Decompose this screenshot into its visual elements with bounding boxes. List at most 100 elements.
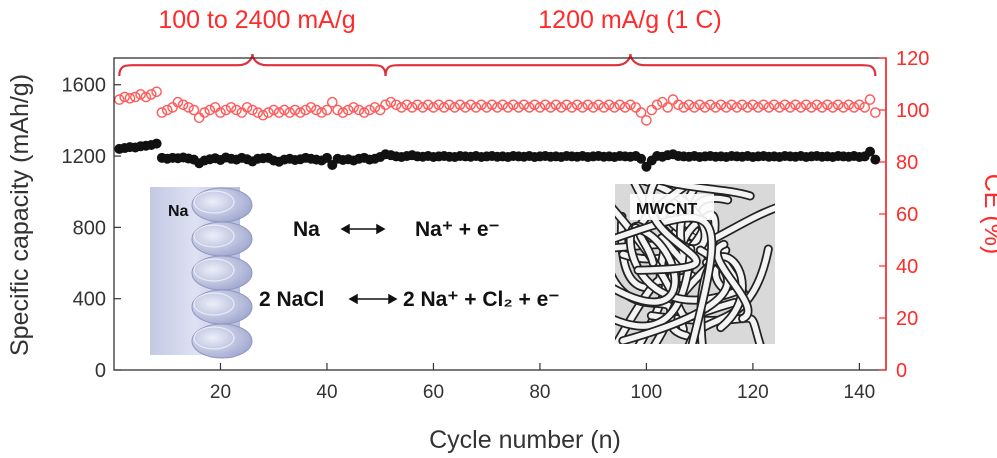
ce-point: [710, 102, 721, 113]
ce-point: [305, 102, 317, 113]
ce-point: [715, 99, 727, 111]
ce-point: [571, 99, 583, 111]
double-arrow-icon: [348, 293, 398, 305]
ce-point: [454, 99, 466, 111]
ce-point: [220, 104, 232, 116]
ce-point: [263, 107, 274, 118]
ce-point: [561, 99, 572, 111]
ce-point: [433, 99, 445, 111]
ce-point: [380, 99, 391, 111]
x-tick-label: 100: [631, 382, 663, 403]
capacity-point: [870, 154, 881, 165]
y-tick-label: 1200: [62, 146, 107, 168]
ce-point: [316, 107, 327, 118]
ce-point: [726, 99, 737, 111]
x-axis-ticks: 20 40 60 80 100 120 140: [210, 363, 875, 403]
ce-point: [523, 102, 535, 113]
ce-point: [843, 99, 855, 111]
capacity-point: [151, 138, 162, 149]
ce-point: [358, 107, 370, 118]
ce-point: [321, 104, 333, 116]
ce-point: [832, 99, 844, 111]
ce-point: [348, 102, 359, 113]
ce-point: [758, 99, 769, 111]
capacity-series: [114, 138, 881, 172]
ce-point: [332, 104, 343, 116]
ce-point: [470, 102, 482, 113]
inset-label-mwcnt: MWCNT: [636, 201, 698, 218]
right-axis-ticks: 0 20 40 60 80 100 120: [879, 48, 929, 382]
ce-point: [529, 99, 540, 111]
y-axis-title: Specific capacity (mAh/g): [6, 74, 34, 356]
ce-point: [870, 107, 881, 118]
ce-point: [161, 104, 173, 116]
ce-point: [284, 107, 295, 118]
ce-point: [268, 104, 280, 116]
ce-point: [326, 96, 338, 108]
y2-tick-label: 60: [896, 204, 918, 226]
ce-point: [476, 99, 487, 111]
equation-2-right: 2 Na⁺ + Cl₂ + e⁻: [403, 288, 559, 311]
ce-point: [614, 99, 626, 111]
ce-point: [412, 99, 423, 111]
y-tick-label: 0: [95, 360, 106, 382]
ce-point: [593, 99, 604, 111]
ce-point: [736, 99, 748, 111]
ce-point: [465, 99, 477, 111]
ce-point: [279, 104, 290, 116]
ce-point: [630, 102, 642, 113]
ce-point: [673, 99, 684, 111]
mwcnt-illustration: MWCNT: [615, 184, 775, 344]
double-arrow-icon: [340, 223, 386, 235]
ce-point: [172, 96, 184, 108]
ce-point: [311, 104, 322, 116]
ce-point: [401, 99, 413, 111]
ce-point: [167, 102, 178, 113]
ce-point: [353, 104, 365, 116]
y2-tick-label: 120: [896, 48, 929, 70]
ce-point: [204, 104, 216, 116]
ce-point: [518, 99, 530, 111]
ce-series: [114, 86, 881, 126]
ce-point: [747, 99, 759, 111]
ce-point: [396, 102, 407, 113]
rate-label-left: 100 to 2400 mA/g: [158, 6, 355, 34]
ce-point: [667, 94, 679, 105]
x-tick-label: 120: [737, 382, 769, 403]
ce-point: [577, 102, 588, 113]
ce-point: [444, 99, 455, 111]
rate-label-right: 1200 mA/g (1 C): [538, 6, 721, 34]
ce-point: [609, 102, 620, 113]
ce-point: [779, 99, 791, 111]
ce-point: [364, 104, 375, 116]
ce-point: [848, 102, 860, 113]
ce-point: [545, 102, 556, 113]
ce-point: [406, 102, 418, 113]
ce-point: [587, 102, 599, 113]
x-tick-label: 80: [529, 382, 550, 403]
ce-point: [247, 104, 258, 116]
ce-point: [662, 102, 674, 113]
ce-point: [342, 104, 354, 116]
ce-point: [492, 102, 503, 113]
ce-point: [225, 102, 237, 113]
ce-point: [566, 102, 578, 113]
ce-point: [295, 107, 306, 118]
ce-point: [864, 94, 876, 105]
equation-2-left: 2 NaCl: [259, 288, 324, 311]
ce-point: [689, 102, 700, 113]
ce-point: [800, 99, 812, 111]
ce-point: [774, 102, 785, 113]
ce-point: [188, 104, 200, 116]
ce-point: [806, 102, 817, 113]
ce-point: [646, 104, 658, 116]
ce-point: [449, 102, 461, 113]
inset-label-na: Na: [168, 203, 189, 220]
ce-point: [625, 99, 636, 111]
ce-point: [603, 99, 615, 111]
ce-point: [183, 102, 194, 113]
ce-point: [768, 99, 780, 111]
y2-tick-label: 40: [896, 256, 918, 278]
ce-point: [497, 99, 508, 111]
